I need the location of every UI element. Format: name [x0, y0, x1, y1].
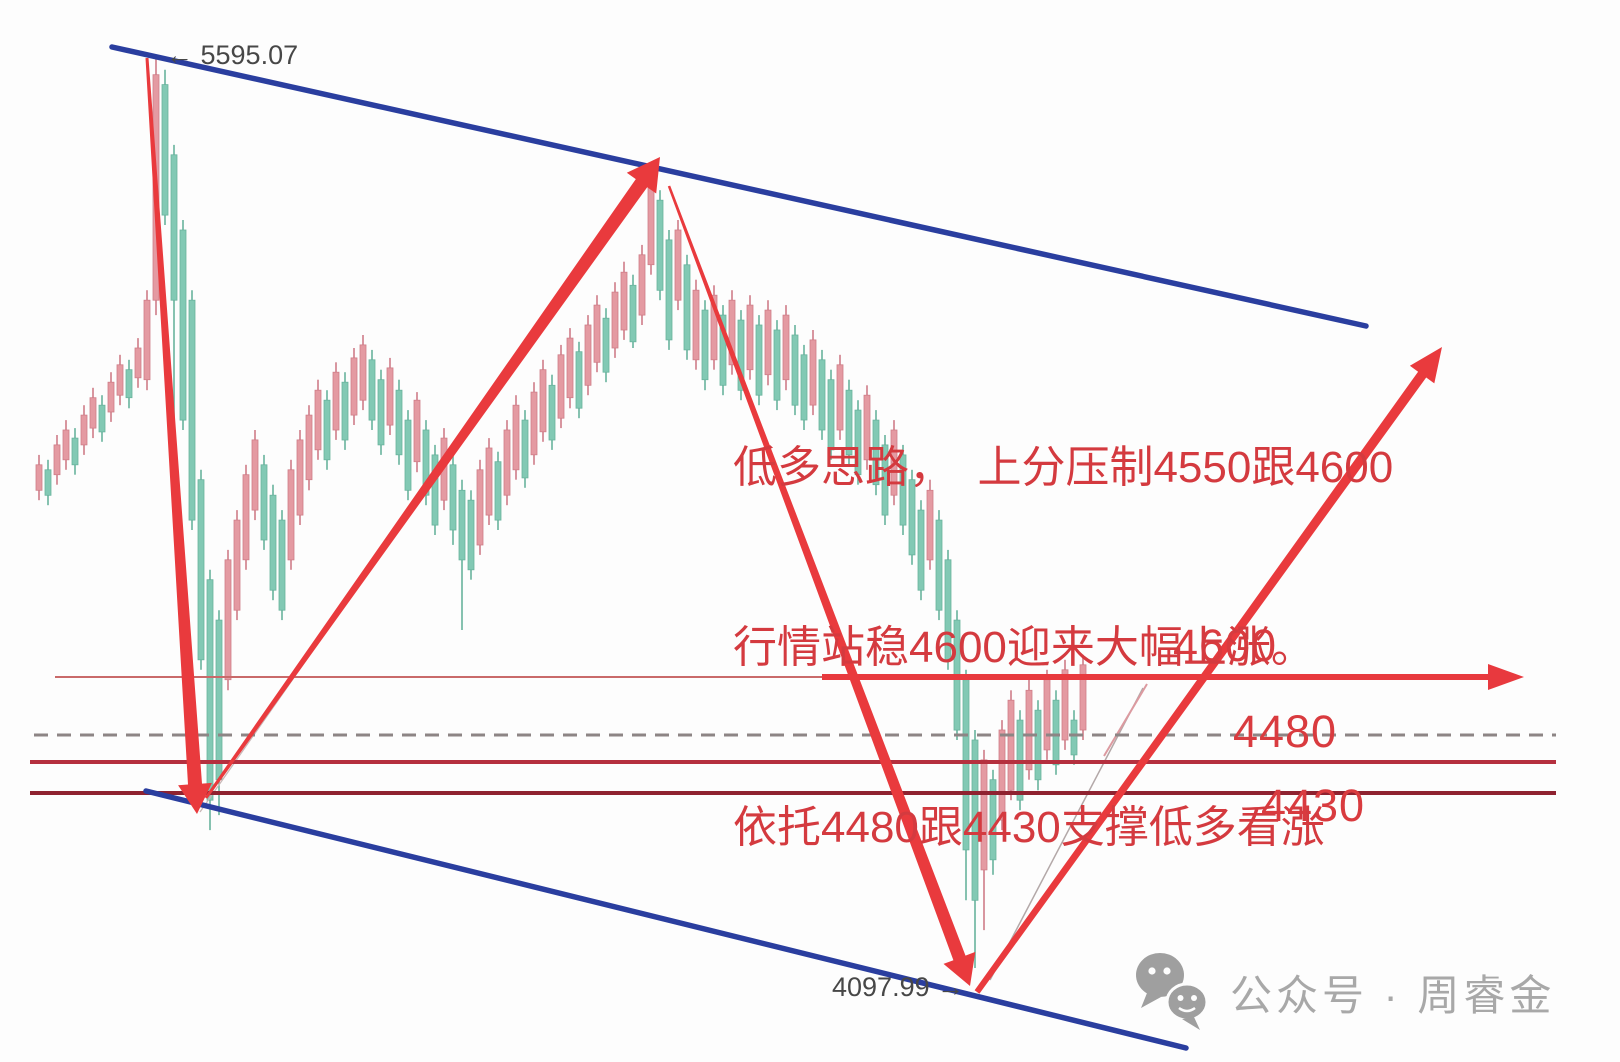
analysis-note-line2: 行情站稳4600迎来大幅上涨。	[733, 623, 1315, 672]
upper-trendline	[109, 44, 1369, 329]
trend-arrow-1-down	[145, 57, 212, 814]
trend-arrow-3-down	[667, 185, 976, 987]
watermark-text: 公众号 · 周睿金	[1230, 971, 1556, 1019]
level-label-4430: 4430	[1260, 780, 1366, 831]
peak-price-label: ← 5595.07	[166, 40, 299, 70]
analysis-note-line3: 依托4480跟4430支撑低多看涨	[733, 803, 1325, 852]
trough-price-label: 4097.99 →	[832, 972, 965, 1002]
trend-arrow-4-up	[974, 347, 1442, 994]
level-4600-arrowhead	[1488, 664, 1524, 690]
watermark: 公众号 · 周睿金	[1134, 950, 1555, 1034]
trend-arrow-2-up	[204, 157, 661, 799]
analysis-note-line1: 低多思路， 上分压制4550跟4600	[733, 443, 1394, 492]
lower-trendline	[143, 788, 1189, 1051]
level-label-4480: 4480	[1232, 706, 1338, 757]
candles-layer	[35, 56, 1087, 968]
analysis-note: 低多思路， 上分压制4550跟4600 行情站稳4600迎来大幅上涨。 依托44…	[733, 318, 1393, 978]
level-label-4600: 4600	[1172, 620, 1278, 671]
wechat-icon	[1136, 953, 1209, 1030]
